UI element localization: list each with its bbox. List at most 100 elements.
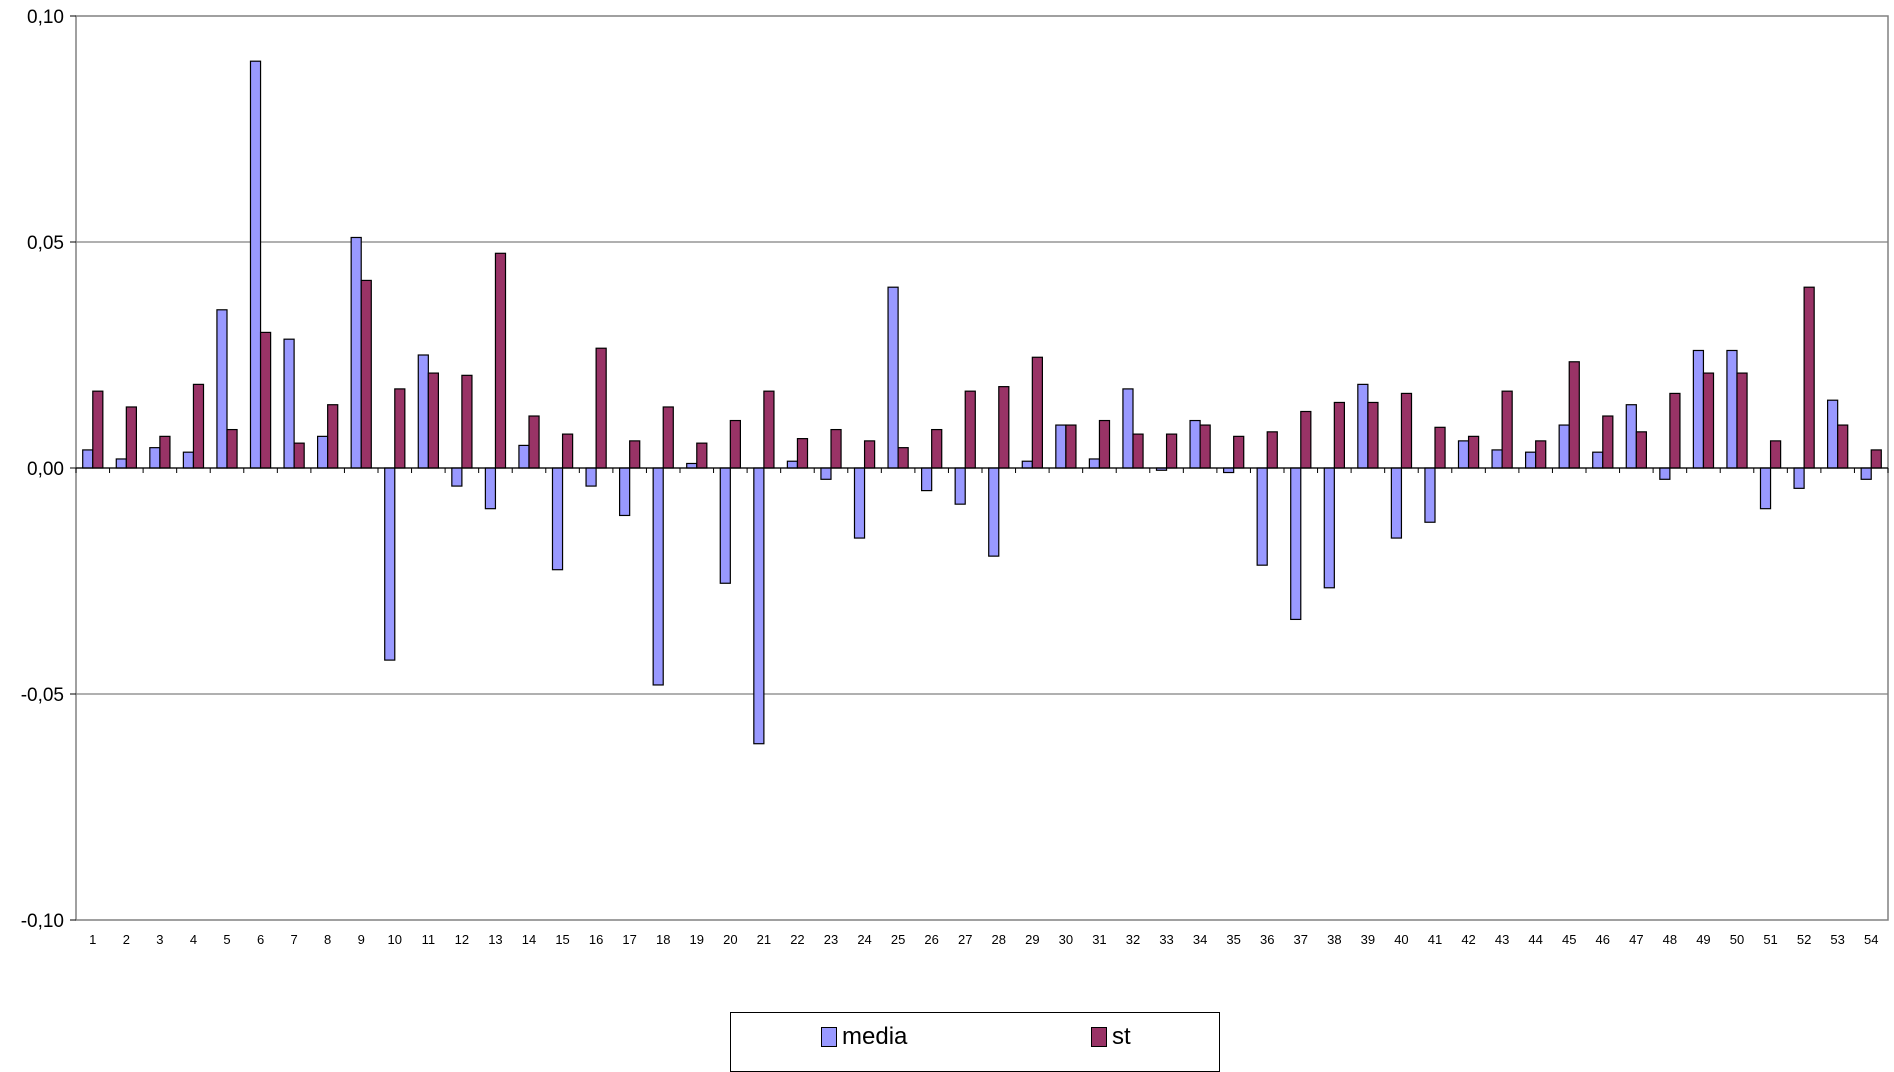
- x-tick-label: 50: [1730, 932, 1744, 947]
- bar-st-13: [494, 252, 507, 469]
- bar-media-9: [350, 236, 362, 469]
- bar-st-2: [125, 406, 138, 469]
- bar-media-7: [283, 338, 295, 469]
- bar-st-52: [1803, 286, 1815, 469]
- bar-media-10: [384, 467, 396, 661]
- x-tick-label: 38: [1327, 932, 1341, 947]
- bar-st-51: [1769, 440, 1782, 469]
- legend-item-st: st: [1091, 1025, 1131, 1049]
- bar-media-15: [551, 467, 564, 571]
- x-tick-label: 10: [388, 932, 402, 947]
- bar-media-29: [1021, 460, 1033, 469]
- x-tick-label: 7: [290, 932, 297, 947]
- x-tick-label: 42: [1461, 932, 1475, 947]
- x-tick-label: 34: [1193, 932, 1207, 947]
- bar-st-14: [528, 415, 540, 469]
- bar-st-49: [1702, 372, 1715, 469]
- bar-media-18: [652, 467, 664, 686]
- bar-st-21: [763, 390, 775, 469]
- bar-st-32: [1132, 433, 1144, 469]
- x-axis: 1 2 3 4 5 6 7 8 9 10 11 12 13 14 15 16 17 18 19 20 21 22 23 24 2…: [75, 467, 1889, 947]
- x-tick-label: 9: [358, 932, 365, 947]
- bar-st-23: [830, 428, 842, 469]
- x-tick-label: 32: [1126, 932, 1140, 947]
- x-tick-label: 33: [1159, 932, 1173, 947]
- legend-swatch-st: [1091, 1027, 1107, 1047]
- x-tick-label: 31: [1092, 932, 1106, 947]
- bar-media-13: [484, 467, 497, 510]
- x-tick-label: 44: [1528, 932, 1542, 947]
- bar-st-20: [729, 419, 741, 469]
- x-tick-label: 20: [723, 932, 737, 947]
- bar-media-3: [149, 447, 161, 469]
- x-tick-label: 27: [958, 932, 972, 947]
- bar-media-48: [1659, 467, 1671, 480]
- bar-st-24: [863, 440, 876, 469]
- x-tick-label: 51: [1763, 932, 1777, 947]
- x-tick-label: 15: [555, 932, 569, 947]
- bar-media-42: [1457, 440, 1470, 469]
- bars: [82, 60, 1882, 745]
- x-tick-label: 43: [1495, 932, 1509, 947]
- bar-st-5: [226, 428, 238, 469]
- bar-media-54: [1860, 467, 1872, 480]
- bar-st-4: [192, 383, 205, 469]
- bar-media-45: [1558, 424, 1570, 469]
- x-tick-label: 6: [257, 932, 264, 947]
- bar-media-11: [417, 354, 429, 469]
- legend-label-media: media: [842, 1023, 908, 1050]
- x-tick-label: 28: [992, 932, 1006, 947]
- bar-st-43: [1501, 390, 1513, 469]
- bar-st-17: [629, 440, 641, 469]
- x-tick-label: 1: [89, 932, 96, 947]
- bar-media-6: [249, 60, 262, 469]
- bar-media-14: [518, 444, 530, 469]
- bar-st-25: [897, 447, 909, 469]
- bar-media-26: [920, 467, 933, 492]
- bar-media-38: [1323, 467, 1335, 589]
- x-tick-label: 4: [190, 932, 197, 947]
- bar-media-16: [585, 467, 597, 487]
- bar-media-24: [853, 467, 866, 539]
- bar-st-35: [1233, 435, 1245, 469]
- bar-media-37: [1290, 467, 1302, 621]
- x-tick-label: 16: [589, 932, 603, 947]
- bar-st-31: [1098, 419, 1111, 469]
- bar-st-12: [461, 374, 473, 469]
- legend-item-media: media: [821, 1025, 907, 1049]
- x-tick-label: 37: [1294, 932, 1308, 947]
- bar-st-33: [1165, 433, 1178, 469]
- bar-st-42: [1467, 435, 1480, 469]
- bar-media-35: [1222, 467, 1235, 474]
- bar-st-15: [561, 433, 574, 469]
- bar-media-4: [182, 451, 195, 469]
- x-tick-label: 5: [223, 932, 230, 947]
- bar-st-6: [259, 331, 272, 469]
- bar-media-19: [686, 462, 698, 469]
- x-tick-label: 36: [1260, 932, 1274, 947]
- x-tick-label: 14: [522, 932, 536, 947]
- bar-st-30: [1065, 424, 1077, 469]
- x-tick-label: 12: [455, 932, 469, 947]
- bar-media-5: [216, 309, 228, 469]
- bar-st-39: [1367, 401, 1379, 469]
- bar-st-26: [931, 428, 943, 469]
- y-tick-label: -0,10: [21, 911, 64, 932]
- x-tick-label: 19: [690, 932, 704, 947]
- bar-media-52: [1793, 467, 1805, 489]
- bar-st-38: [1333, 401, 1346, 469]
- x-tick-label: 40: [1394, 932, 1408, 947]
- bar-st-44: [1535, 440, 1547, 469]
- bar-media-47: [1625, 404, 1637, 469]
- x-tick-label: 45: [1562, 932, 1576, 947]
- x-tick-label: 8: [324, 932, 331, 947]
- bar-st-29: [1031, 356, 1044, 469]
- x-tick-label: 11: [422, 932, 436, 947]
- x-tick-label: 54: [1864, 932, 1878, 947]
- bar-media-31: [1088, 458, 1101, 469]
- x-tick-label: 52: [1797, 932, 1811, 947]
- bar-st-54: [1870, 449, 1882, 469]
- x-tick-label: 24: [857, 932, 871, 947]
- x-tick-label: 46: [1596, 932, 1610, 947]
- bar-st-10: [394, 388, 406, 469]
